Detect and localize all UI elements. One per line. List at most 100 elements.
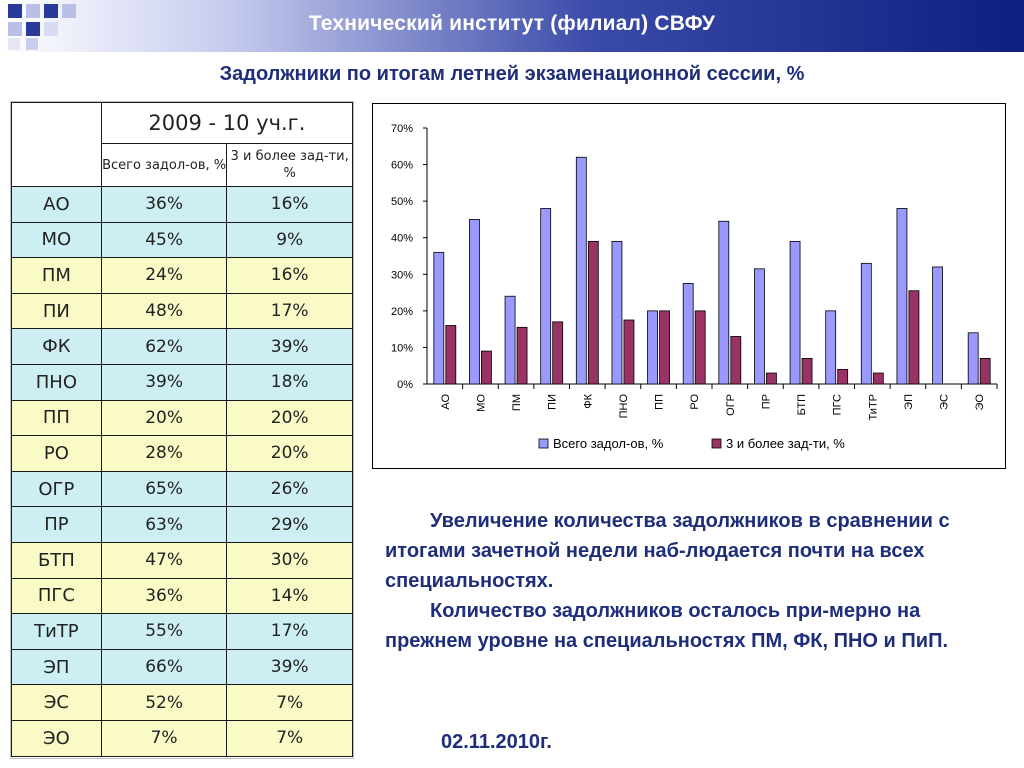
table-cell-total: 52% [100,684,228,721]
table-row: ФК 62% 39% [11,328,353,365]
table-cell-three: 18% [226,363,353,401]
y-tick-label: 60% [391,160,413,172]
x-tick-label: ПИ [547,394,559,410]
bar-three [837,368,849,385]
table-cell-total: 66% [100,648,228,686]
bar-total [718,220,730,385]
x-tick-label: ПГС [832,394,844,415]
table-cell-code: АО [11,186,102,223]
table-cell-three: 29% [226,506,353,543]
table-cell-total: 47% [100,541,228,579]
bar-three [552,321,564,385]
table-cell-three: 7% [226,719,353,757]
debtors-chart: 0% 10% 20% 30% 40% 50% 60% 70% АО МО ПМ ПИ ФК ПНО ПП РО… [372,103,1006,469]
y-tick-label: 40% [391,233,413,245]
bar-total [754,268,765,385]
table-col-three-header: 3 и более зад-ти, % [226,143,353,187]
table-row: АО 36% 16% [11,186,353,223]
table-cell-total: 24% [100,257,228,294]
table-cell-code: ПР [11,506,102,543]
table-row: ОГР 65% 26% [11,470,353,508]
x-tick-label: ПР [760,394,772,409]
note-paragraph-2: Количество задолжников осталось при-мерн… [385,600,948,652]
table-cell-three: 30% [226,541,353,579]
bar-total [611,240,623,385]
table-corner-cell [11,102,102,187]
table-cell-total: 28% [100,435,228,472]
bar-three [481,350,492,385]
notes-block: Увеличение количества задолжников в срав… [385,506,1005,656]
note-paragraph-1: Увеличение количества задолжников в срав… [385,510,950,592]
y-tick-label: 50% [391,196,413,208]
table-header-row-year: 2009 - 10 уч.г. [11,102,354,187]
table-row: ПИ 48% 17% [11,292,353,330]
bar-three [979,357,991,385]
table-cell-total: 63% [100,506,228,543]
table-cell-three: 7% [226,684,353,721]
bar-three [801,357,813,385]
table-cell-code: ПГС [11,577,102,615]
table-cell-three: 20% [226,399,353,437]
table-cell-code: ТиТР [11,613,102,650]
table-cell-total: 39% [100,363,228,401]
table-cell-three: 16% [226,257,353,294]
x-tick-label: ПП [654,394,666,410]
bar-total [504,295,516,385]
table-row: ПП 20% 20% [11,399,353,437]
legend-swatch-total [538,438,549,449]
table-row: ТиТР 55% 17% [11,613,353,650]
x-tick-label: ТиТР [867,394,879,420]
table-cell-total: 55% [100,613,228,650]
table-row: БТП 47% 30% [11,541,353,579]
bar-three [587,240,599,385]
table-row: ПМ 24% 16% [11,257,353,294]
bar-three [872,372,884,385]
table-cell-total: 20% [100,399,228,437]
bar-total [860,262,872,385]
table-cell-total: 36% [100,577,228,615]
table-cell-total: 48% [100,292,228,330]
bar-three [694,310,706,385]
x-tick-label: ЭП [903,394,915,410]
x-tick-label: МО [475,394,487,412]
table-cell-three: 17% [226,292,353,330]
x-tick-label: ЭО [974,394,986,411]
x-tick-label: БТП [796,394,808,415]
table-cell-code: ПИ [11,292,102,330]
table-cell-three: 17% [226,613,353,650]
x-tick-label: ФК [582,393,594,408]
table-cell-code: ЭО [11,719,102,757]
table-cell-three: 16% [226,186,353,223]
chart-svg: 0% 10% 20% 30% 40% 50% 60% 70% АО МО ПМ ПИ ФК ПНО ПП РО… [391,123,998,451]
bar-three [659,310,670,385]
table-cell-three: 14% [226,577,353,615]
x-tick-label: ОГР [725,394,737,416]
table-header-row-columns: Всего задол-ов, % 3 и более зад-ти, % [12,143,353,187]
bar-total [789,240,801,385]
x-tick-label: ПМ [511,394,523,411]
table-cell-three: 39% [226,648,353,686]
legend-swatch-three [711,438,722,449]
table-cell-code: ПМ [11,257,102,294]
table-col-total-header: Всего задол-ов, % [100,143,228,187]
table-row: ПР 63% 29% [11,506,353,543]
bar-total [540,208,552,385]
table-cell-code: БТП [11,541,102,579]
bar-total [469,219,480,385]
bar-total [647,310,658,385]
table-row: МО 45% 9% [11,221,353,259]
table-cell-code: РО [11,435,102,472]
table-cell-total: 7% [100,719,228,757]
x-tick-label: ЭС [939,394,951,410]
table-cell-code: ЭС [11,684,102,721]
table-cell-code: ФК [11,328,102,365]
bar-three [516,326,528,385]
debtors-table: 2009 - 10 уч.г. Всего задол-ов, % 3 и бо… [11,102,354,757]
x-tick-label: АО [440,394,452,410]
header-bar: Технический институт (филиал) СВФУ [0,0,1024,52]
y-tick-label: 20% [391,306,413,318]
table-row: ПНО 39% 18% [11,363,353,401]
table-row: РО 28% 20% [11,435,353,472]
table-cell-total: 36% [100,186,228,223]
bar-total [825,310,837,385]
